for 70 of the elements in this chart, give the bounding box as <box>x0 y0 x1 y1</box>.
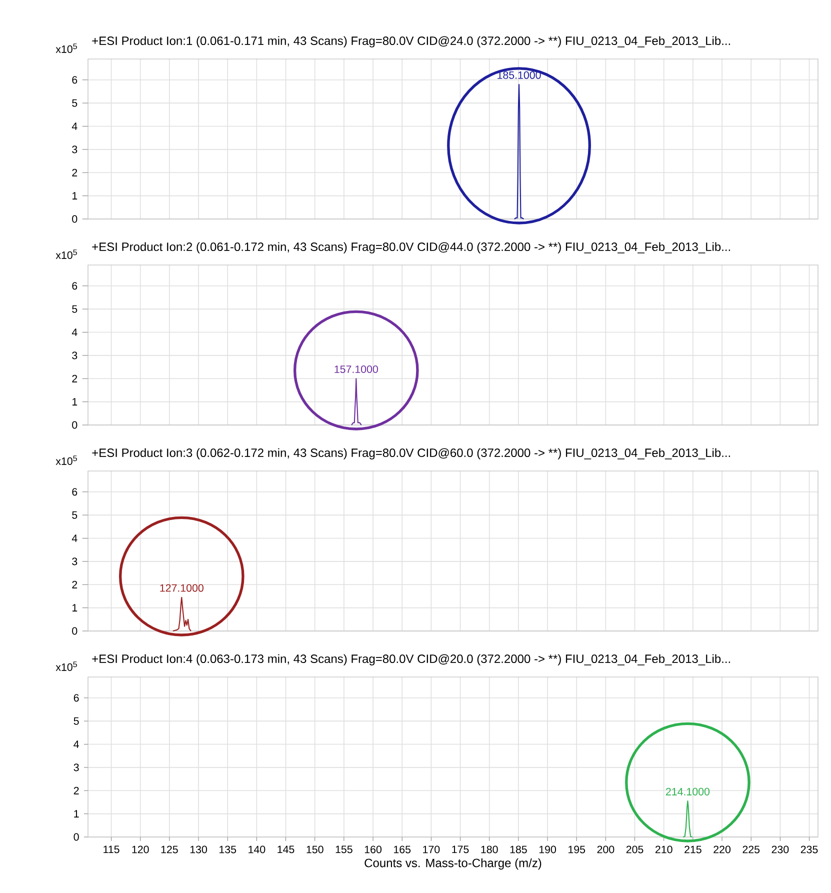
y-tick-label: 1 <box>72 192 78 200</box>
y-tick-label: 6 <box>72 76 78 84</box>
y-tick-label: 4 <box>72 534 78 542</box>
x-tick-label: 185 <box>510 846 527 854</box>
y-tick-label: 5 <box>74 717 79 725</box>
y-tick-label: 2 <box>72 168 78 176</box>
y-axis-title: x10$^{5}$ <box>56 250 77 259</box>
line-series <box>514 84 524 220</box>
annotation: 185.1000 <box>498 71 541 79</box>
y-axis-title: x10$^{5}$ <box>56 456 77 465</box>
x-tick-label: 135 <box>220 846 236 854</box>
y-tick-label: 4 <box>74 740 79 748</box>
x-tick-label: 175 <box>452 846 469 854</box>
x-tick-label: 220 <box>714 846 731 854</box>
x-tick-label: 160 <box>364 846 382 854</box>
x-tick-label: 230 <box>772 846 789 854</box>
y-tick-label: 1 <box>72 604 78 612</box>
y-tick-label: 1 <box>72 398 78 406</box>
x-axis-title: Counts vs. Mass-to-Charge (m/z) <box>364 858 542 870</box>
x-tick-label: 155 <box>336 846 352 854</box>
x-tick-label: 125 <box>161 846 178 854</box>
x-tick-label: 205 <box>626 846 644 854</box>
chart-title: +ESI Product Ion:4 (0.063-0.173 min, 43 Scans) Frag=80.0V CID@20.0 (372.2000 -> **) FIU_0213_04_Feb_2013_Lib... <box>92 654 730 666</box>
x-tick-label: 180 <box>481 846 498 854</box>
y-tick-label: 3 <box>72 558 78 566</box>
y-tick-label: 0 <box>72 215 78 223</box>
y-tick-label: 3 <box>72 146 78 154</box>
line-series <box>350 378 362 426</box>
chart-title: +ESI Product Ion:1 (0.061-0.171 min, 43 Scans) Frag=80.0V CID@24.0 (372.2000 -> **) FIU_0213_04_Feb_2013_Lib... <box>92 36 730 48</box>
y-tick-label: 4 <box>72 328 78 336</box>
x-tick-label: 210 <box>656 846 672 854</box>
chart-title: +ESI Product Ion:3 (0.062-0.172 min, 43 Scans) Frag=80.0V CID@60.0 (372.2000 -> **) FIU_0213_04_Feb_2013_Lib... <box>92 448 730 460</box>
y-tick-label: 6 <box>72 282 78 290</box>
line-series <box>682 800 693 838</box>
y-tick-label: 3 <box>74 764 79 772</box>
x-tick-label: 165 <box>394 846 411 854</box>
y-tick-label: 5 <box>72 305 78 313</box>
line-series <box>172 596 192 632</box>
x-tick-label: 200 <box>597 846 614 854</box>
x-tick-label: 145 <box>278 846 294 854</box>
x-tick-label: 195 <box>568 846 586 854</box>
x-tick-label: 215 <box>684 846 702 854</box>
x-tick-label: 170 <box>423 846 440 854</box>
annotation: 157.1000 <box>334 365 378 374</box>
x-tick-label: 115 <box>104 846 120 854</box>
y-axis-title: x10$^{5}$ <box>56 44 77 53</box>
y-tick-label: 6 <box>74 694 79 702</box>
y-tick-label: 5 <box>72 511 78 519</box>
y-tick-label: 4 <box>72 122 78 130</box>
y-tick-label: 0 <box>74 833 79 841</box>
y-tick-label: 2 <box>72 580 78 588</box>
y-axis-title: x10$^{5}$ <box>56 662 77 671</box>
y-tick-label: 1 <box>74 810 79 818</box>
y-tick-label: 3 <box>72 352 78 360</box>
chart-title: +ESI Product Ion:2 (0.061-0.172 min, 43 Scans) Frag=80.0V CID@44.0 (372.2000 -> **) FIU_0213_04_Feb_2013_Lib... <box>92 242 730 254</box>
x-tick-label: 225 <box>742 846 760 854</box>
y-tick-label: 2 <box>74 786 79 794</box>
x-tick-label: 235 <box>800 846 818 854</box>
y-tick-label: 6 <box>72 488 78 496</box>
y-tick-label: 5 <box>72 99 78 107</box>
annotation: 127.1000 <box>160 584 204 592</box>
x-tick-label: 120 <box>132 846 149 854</box>
x-tick-label: 130 <box>190 846 207 854</box>
y-tick-label: 2 <box>72 374 78 382</box>
x-tick-label: 190 <box>539 846 556 854</box>
x-tick-label: 140 <box>248 846 266 854</box>
x-tick-label: 150 <box>306 846 324 854</box>
y-tick-label: 0 <box>72 421 78 429</box>
annotation: 214.1000 <box>666 788 710 796</box>
y-tick-label: 0 <box>72 627 78 635</box>
